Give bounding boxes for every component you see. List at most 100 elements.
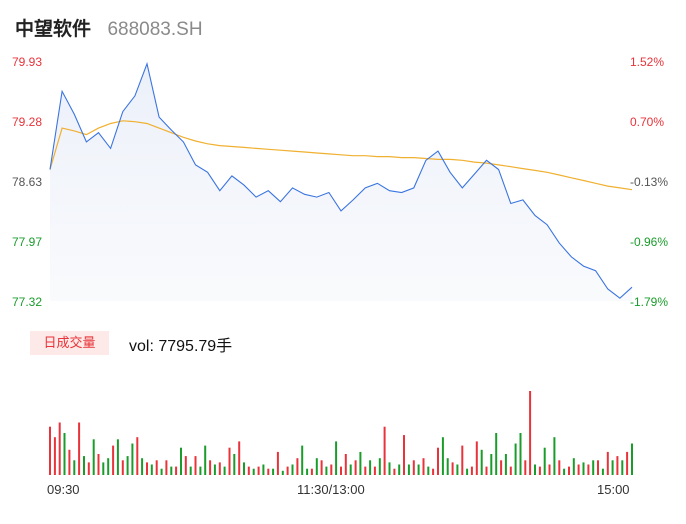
volume-bar (209, 460, 212, 475)
volume-bar (150, 464, 153, 475)
volume-bar (335, 441, 338, 475)
volume-bar (577, 464, 580, 475)
volume-bar (359, 451, 362, 475)
volume-bar (427, 466, 430, 475)
price-line (49, 61, 633, 299)
volume-bar (262, 464, 265, 475)
average-price-line (49, 120, 633, 191)
volume-bar (601, 468, 604, 475)
volume-bar (218, 462, 221, 475)
volume-bar (509, 466, 512, 475)
volume-bar (306, 468, 309, 475)
volume-bar (451, 462, 454, 475)
volume-bar (184, 456, 187, 475)
volume-bar (126, 456, 129, 475)
volume-bar (456, 464, 459, 475)
volume-bar (281, 470, 284, 475)
volume-bar (296, 458, 299, 475)
volume-bar (165, 460, 168, 475)
volume-bar (504, 454, 507, 475)
volume-bar (213, 464, 216, 475)
volume-bar (480, 449, 483, 475)
stock-code: 688083.SH (107, 19, 203, 40)
volume-bar (441, 437, 444, 475)
volume-bar (49, 426, 51, 475)
volume-readout: vol: 7795.79手 (129, 338, 233, 355)
volume-bar (58, 422, 61, 475)
volume-bar (315, 458, 318, 475)
time-tick-close: 15:00 (597, 482, 630, 497)
pct-tick-5: -1.79% (630, 295, 669, 309)
volume-bar (398, 464, 401, 475)
volume-bar (189, 466, 192, 475)
volume-bar (490, 454, 493, 475)
volume-bar (616, 456, 619, 475)
volume-bar (175, 466, 178, 475)
volume-bar (568, 466, 570, 475)
volume-bar (83, 456, 85, 475)
volume-bar (344, 454, 347, 475)
volume-bar (422, 458, 425, 475)
price-tick-2: 79.28 (12, 115, 43, 129)
volume-bar (194, 456, 197, 475)
volume-bar (563, 468, 566, 475)
volume-bar (514, 443, 517, 475)
volume-bar (97, 454, 100, 475)
volume-bar (466, 468, 469, 475)
volume-bar (131, 443, 134, 475)
volume-bar (68, 449, 71, 475)
volume-bar (524, 460, 527, 475)
volume-bar (204, 445, 207, 475)
volume-bar (388, 462, 391, 475)
price-area-fill (50, 63, 632, 301)
volume-bar (572, 458, 575, 475)
volume-bar (432, 468, 435, 475)
volume-bar (529, 391, 532, 475)
volume-bar (558, 460, 561, 475)
volume-bar (180, 447, 182, 475)
volume-bar (611, 460, 614, 475)
volume-bar (92, 439, 95, 475)
volume-bar (582, 462, 585, 475)
volume-bar (272, 468, 275, 475)
volume-bar (286, 466, 289, 475)
volume-bar (393, 468, 396, 475)
volume-bar (291, 464, 294, 475)
volume-bar (519, 433, 522, 475)
volume-bar (475, 441, 478, 475)
price-tick-3: 78.63 (12, 175, 43, 189)
volume-bar (597, 460, 599, 475)
volume-bar (592, 460, 595, 475)
price-tick-5: 77.32 (12, 295, 43, 309)
volume-bar (276, 451, 279, 475)
volume-bar (470, 466, 473, 475)
volume-bar (621, 460, 624, 475)
volume-bar (403, 435, 405, 475)
time-tick-midday: 11:30/13:00 (297, 482, 365, 497)
volume-bar (534, 464, 536, 475)
volume-bar (116, 439, 119, 475)
volume-bar (587, 464, 590, 475)
volume-bar (446, 458, 449, 475)
volume-bar (121, 460, 124, 475)
volume-bar (243, 462, 245, 475)
volume-bar (228, 447, 231, 475)
volume-bar (252, 468, 255, 475)
volume-bar (500, 460, 503, 475)
volume-bar (626, 451, 629, 475)
daily-volume-badge[interactable]: 日成交量 (30, 331, 109, 355)
volume-bar (538, 466, 541, 475)
volume-bar (146, 462, 148, 475)
volume-bar (141, 458, 144, 475)
pct-tick-3: -0.13% (630, 175, 669, 189)
volume-bar (407, 464, 410, 475)
volume-bar (495, 433, 498, 475)
price-tick-1: 79.93 (12, 55, 43, 69)
volume-bar (417, 464, 420, 475)
volume-bar (136, 437, 139, 475)
volume-bar (606, 451, 609, 475)
volume-bar (543, 447, 546, 475)
volume-bar (112, 445, 115, 475)
volume-bar (461, 445, 464, 475)
